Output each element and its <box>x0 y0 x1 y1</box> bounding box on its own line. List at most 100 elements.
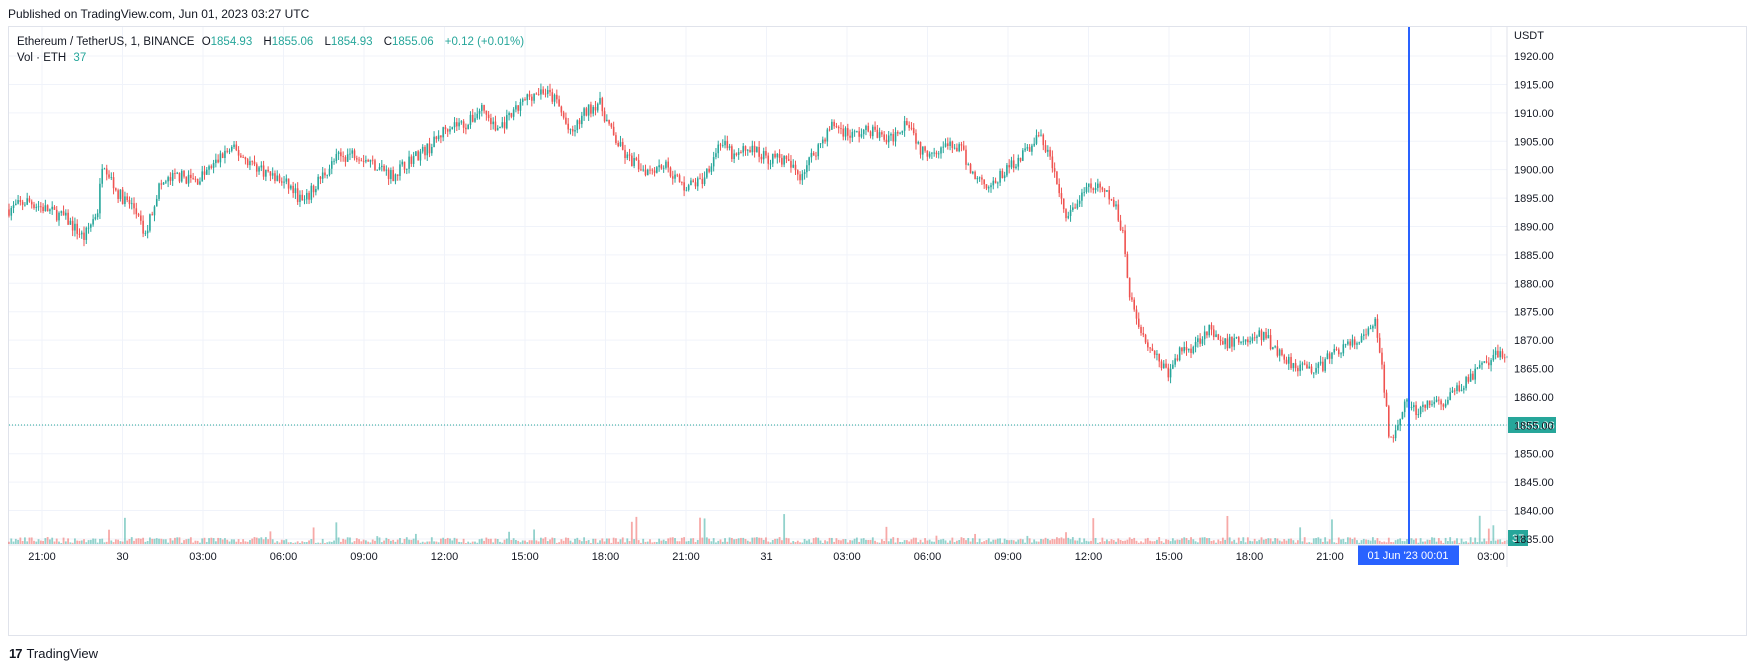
candle-body <box>1258 330 1261 337</box>
candle-body <box>544 93 547 95</box>
volume-bars <box>8 514 1508 544</box>
candle-body <box>180 170 183 182</box>
volume-bar <box>60 542 63 544</box>
volume-bar <box>465 542 467 544</box>
price-tick-label: 1910.00 <box>1514 108 1554 120</box>
candle-body <box>940 147 942 154</box>
crosshair-time-tag <box>1358 545 1459 565</box>
volume-bar <box>14 538 17 544</box>
candle-body <box>967 164 970 165</box>
candle-body <box>1181 347 1183 352</box>
volume-bar <box>485 537 488 544</box>
volume-bar <box>594 538 597 544</box>
volume-bar <box>199 542 201 544</box>
candle-body <box>690 180 692 186</box>
legend-volume-label[interactable]: Vol · ETH <box>17 52 67 64</box>
volume-bar <box>285 539 288 544</box>
candle-body <box>405 168 408 170</box>
volume-bar <box>1212 540 1215 544</box>
volume-bar <box>1008 540 1011 544</box>
candle-body <box>426 143 429 156</box>
volume-bar <box>1094 537 1097 544</box>
candle-body <box>1087 183 1090 187</box>
candle-body <box>1006 165 1008 176</box>
volume-bar <box>451 540 454 544</box>
volume-bar <box>1037 541 1040 544</box>
candle-body <box>353 150 356 159</box>
candle-body <box>1465 377 1467 389</box>
volume-bar <box>946 542 949 544</box>
volume-bar <box>137 538 140 544</box>
volume-bar <box>1281 541 1283 544</box>
candle-body <box>824 139 826 142</box>
volume-bar <box>492 542 495 544</box>
volume-bar <box>1246 537 1249 544</box>
volume-bar <box>1294 542 1297 544</box>
volume-bar <box>1492 525 1495 544</box>
candle-body <box>251 161 254 162</box>
volume-bar <box>1019 538 1022 544</box>
candle-body <box>1158 353 1161 362</box>
volume-bar <box>1158 537 1161 544</box>
candle-body <box>403 161 406 170</box>
candle-body <box>1485 361 1488 363</box>
volume-bar <box>19 537 22 544</box>
volume-bar <box>378 537 381 544</box>
candle-body <box>328 168 331 175</box>
legend-symbol[interactable]: Ethereum / TetherUS, 1, BINANCE <box>17 36 195 48</box>
volume-bar <box>962 538 965 544</box>
volume-bar <box>1271 541 1274 544</box>
volume-bar <box>1101 537 1104 544</box>
volume-bar <box>1269 538 1272 544</box>
volume-bar <box>1076 540 1079 544</box>
volume-bar <box>987 538 990 544</box>
chart-frame[interactable] <box>8 26 1747 636</box>
volume-bar <box>1412 539 1415 544</box>
volume-bar <box>1071 537 1074 544</box>
volume-bar <box>955 540 958 544</box>
volume-bar <box>189 537 192 544</box>
candle-body <box>1481 362 1483 365</box>
candle-body <box>999 171 1001 183</box>
volume-bar <box>228 541 231 544</box>
candle-body <box>1228 336 1231 349</box>
candle-body <box>365 159 367 162</box>
candle-body <box>919 141 922 155</box>
candle-body <box>908 124 910 128</box>
volume-bar <box>1210 540 1213 544</box>
volume-bar <box>637 540 640 544</box>
volume-bar <box>771 540 774 544</box>
volume-bar <box>965 540 967 544</box>
candle-body <box>458 122 460 127</box>
volume-bar <box>521 540 524 544</box>
volume-bar <box>487 538 490 544</box>
volume-bar <box>358 539 360 544</box>
volume-bar <box>162 539 165 544</box>
candle-body <box>592 106 594 114</box>
candle-body <box>826 129 829 142</box>
candle-body <box>28 198 31 202</box>
volume-bar <box>533 529 535 544</box>
volume-bar <box>1315 538 1317 544</box>
volume-bar <box>540 537 542 544</box>
candle-body <box>696 178 699 187</box>
candle-body <box>151 214 154 216</box>
time-tick-label: 12:00 <box>1075 551 1103 563</box>
candle-body <box>997 182 999 184</box>
volume-bar <box>1199 537 1202 544</box>
time-tick-label: 21:00 <box>672 551 700 563</box>
volume-bar <box>214 541 217 544</box>
volume-bar <box>1065 532 1067 544</box>
tradingview-footer[interactable]: 17 TradingView <box>9 646 98 661</box>
volume-bar <box>403 538 406 544</box>
legend-change: +0.12 (+0.01%) <box>444 36 525 48</box>
candle-body <box>1062 198 1065 210</box>
volume-bar <box>730 537 733 544</box>
candle-body <box>1156 353 1158 355</box>
volume-bar <box>258 538 260 544</box>
candle-body <box>94 217 97 220</box>
price-tick-label: 1865.00 <box>1514 364 1554 376</box>
candle-body <box>15 203 17 206</box>
candle-body <box>906 120 908 125</box>
